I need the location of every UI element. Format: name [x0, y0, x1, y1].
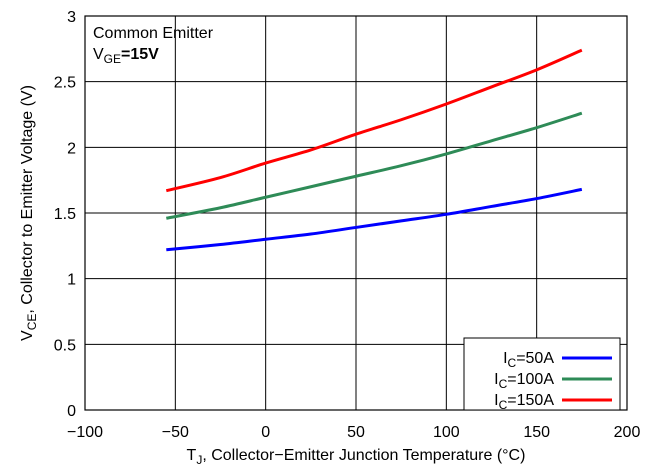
- y-tick-label: 3: [67, 9, 76, 26]
- legend-label: IC=100A: [494, 371, 554, 391]
- x-axis-title-rest: , Collector−Emitter Junction Temperature…: [202, 447, 525, 464]
- y-tick-label: 1.5: [54, 206, 76, 223]
- x-axis-title-sub: J: [196, 453, 202, 467]
- x-tick-labels: −100 −50 0 50 100 150 200: [67, 424, 640, 441]
- annotation-vge-main: V: [93, 46, 104, 63]
- series-line-IC=150A: [165, 48, 583, 193]
- series-lines: [165, 48, 583, 252]
- annotation-vge-sub: GE: [104, 52, 121, 66]
- y-axis-title-main: V: [19, 330, 36, 341]
- x-tick-label: 200: [614, 424, 641, 441]
- x-axis-title: TJ, Collector−Emitter Junction Temperatu…: [187, 447, 526, 467]
- y-tick-label: 2.5: [54, 75, 76, 92]
- x-tick-label: 100: [433, 424, 460, 441]
- y-axis-title: VCE, Collector to Emitter Voltage (V): [19, 85, 39, 341]
- legend-box: [463, 337, 621, 411]
- x-tick-label: −100: [67, 424, 103, 441]
- x-tick-label: 0: [261, 424, 270, 441]
- legend-label: IC=150A: [494, 392, 554, 412]
- grid: [85, 16, 627, 410]
- y-tick-label: 1: [67, 272, 76, 289]
- legend-label: IC=50A: [503, 350, 554, 370]
- annotation-line1: Common Emitter: [93, 25, 214, 42]
- annotation-vge-value: =15V: [121, 46, 159, 63]
- annotation-line2: VGE=15V: [93, 46, 159, 66]
- y-axis-title-sub: CE: [25, 314, 39, 331]
- x-tick-label: 50: [347, 424, 365, 441]
- annotation: Common Emitter VGE=15V: [93, 25, 214, 66]
- plot-frame: [84, 15, 628, 411]
- y-tick-label: 2: [67, 140, 76, 157]
- x-tick-label: −50: [162, 424, 189, 441]
- series-line-IC=100A: [166, 111, 583, 220]
- x-axis-title-main: T: [187, 447, 197, 464]
- y-tick-label: 0.5: [54, 337, 76, 354]
- x-tick-label: 150: [523, 424, 550, 441]
- y-tick-labels: 0 0.5 1 1.5 2 2.5 3: [54, 9, 76, 420]
- series-line-IC=50A: [166, 187, 583, 252]
- y-axis-title-rest: , Collector to Emitter Voltage (V): [19, 85, 36, 314]
- y-tick-label: 0: [67, 403, 76, 420]
